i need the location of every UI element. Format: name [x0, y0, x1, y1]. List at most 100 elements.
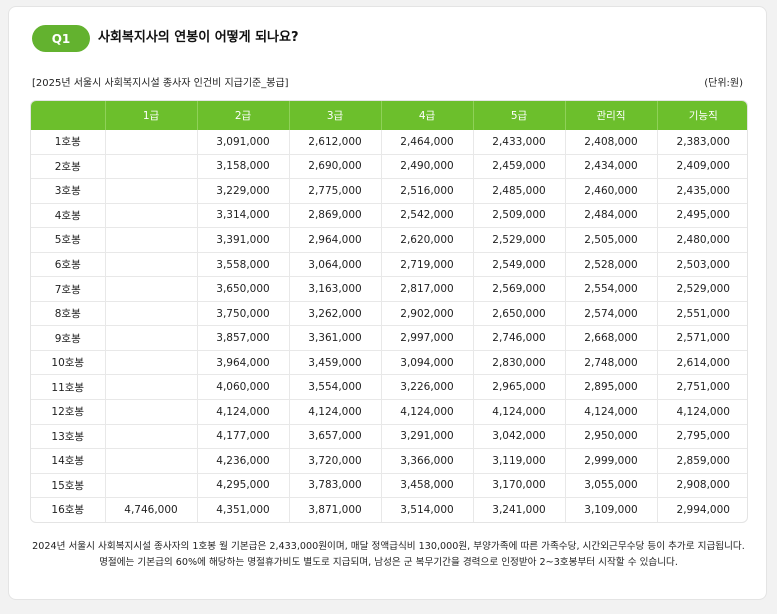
step-label: 11호봉 [31, 374, 105, 400]
table-body: 1호봉 3,091,000 2,612,000 2,464,000 2,433,000 2… [31, 130, 747, 522]
salary-cell: 3,750,000 [196, 300, 289, 326]
salary-cell: 3,291,000 [380, 423, 473, 449]
salary-cell: 3,094,000 [380, 349, 473, 375]
table-row: 2호봉 3,158,000 2,690,000 2,490,000 2,459,000 2… [31, 153, 747, 179]
salary-cell: 2,612,000 [288, 130, 381, 155]
step-label: 16호봉 [31, 497, 105, 522]
salary-cell [104, 130, 197, 155]
explanation-note: 2024년 서울시 사회복지시설 종사자의 1호봉 월 기본급은 2,433,0… [32, 541, 745, 568]
salary-cell: 3,361,000 [288, 325, 381, 351]
salary-cell: 2,830,000 [472, 349, 565, 375]
salary-cell: 3,871,000 [288, 497, 381, 522]
unit-label: (단위:원) [704, 78, 743, 89]
header-corner [31, 101, 105, 130]
salary-cell: 2,817,000 [380, 276, 473, 302]
salary-cell: 2,464,000 [380, 130, 473, 155]
salary-cell [104, 448, 197, 474]
salary-cell: 3,783,000 [288, 472, 381, 498]
salary-cell: 2,480,000 [656, 227, 747, 253]
step-label: 3호봉 [31, 178, 105, 204]
salary-cell: 3,229,000 [196, 178, 289, 204]
question-title: 사회복지사의 연봉이 어떻게 되나요? [98, 30, 299, 45]
table-row: 1호봉 3,091,000 2,612,000 2,464,000 2,433,000 2… [31, 130, 747, 155]
salary-cell: 3,119,000 [472, 448, 565, 474]
step-label: 2호봉 [31, 153, 105, 179]
salary-cell [104, 300, 197, 326]
salary-cell: 3,226,000 [380, 374, 473, 400]
salary-cell [104, 276, 197, 302]
salary-cell [104, 399, 197, 425]
table-row: 7호봉 3,650,000 3,163,000 2,817,000 2,569,000 2… [31, 276, 747, 302]
salary-cell: 2,965,000 [472, 374, 565, 400]
table-header-row: 1급 2급 3급 4급 5급 관리직 기능직 [31, 101, 747, 130]
table-row: 6호봉 3,558,000 3,064,000 2,719,000 2,549,000 2… [31, 251, 747, 277]
step-label: 4호봉 [31, 202, 105, 228]
table-row: 15호봉 4,295,000 3,783,000 3,458,000 3,170,000… [31, 472, 747, 498]
salary-cell: 4,124,000 [472, 399, 565, 425]
table-row: 14호봉 4,236,000 3,720,000 3,366,000 3,119,000… [31, 448, 747, 474]
salary-cell: 2,950,000 [564, 423, 657, 449]
salary-cell: 2,668,000 [564, 325, 657, 351]
salary-cell: 2,908,000 [656, 472, 747, 498]
step-label: 10호봉 [31, 349, 105, 375]
salary-cell: 3,514,000 [380, 497, 473, 522]
salary-cell: 2,748,000 [564, 349, 657, 375]
salary-cell: 2,529,000 [472, 227, 565, 253]
table-row: 10호봉 3,964,000 3,459,000 3,094,000 2,830,000… [31, 349, 747, 375]
salary-cell: 2,569,000 [472, 276, 565, 302]
table-row: 13호봉 4,177,000 3,657,000 3,291,000 3,042,000… [31, 423, 747, 449]
salary-cell: 4,236,000 [196, 448, 289, 474]
salary-cell: 3,558,000 [196, 251, 289, 277]
table-row: 5호봉 3,391,000 2,964,000 2,620,000 2,529,000 2… [31, 227, 747, 253]
salary-cell: 2,383,000 [656, 130, 747, 155]
table-row: 11호봉 4,060,000 3,554,000 3,226,000 2,965,000… [31, 374, 747, 400]
column-header: 기능직 [656, 101, 747, 130]
step-label: 15호봉 [31, 472, 105, 498]
salary-cell: 2,650,000 [472, 300, 565, 326]
salary-cell: 3,964,000 [196, 349, 289, 375]
salary-cell: 3,391,000 [196, 227, 289, 253]
salary-cell: 2,495,000 [656, 202, 747, 228]
column-header: 관리직 [564, 101, 657, 130]
salary-cell: 2,516,000 [380, 178, 473, 204]
column-header: 2급 [196, 101, 289, 130]
salary-cell: 3,170,000 [472, 472, 565, 498]
salary-cell [104, 227, 197, 253]
salary-cell: 2,433,000 [472, 130, 565, 155]
salary-cell: 2,503,000 [656, 251, 747, 277]
salary-cell: 3,720,000 [288, 448, 381, 474]
table-row: 4호봉 3,314,000 2,869,000 2,542,000 2,509,000 2… [31, 202, 747, 228]
salary-cell: 4,177,000 [196, 423, 289, 449]
salary-cell: 4,124,000 [196, 399, 289, 425]
salary-cell: 2,408,000 [564, 130, 657, 155]
salary-cell [104, 423, 197, 449]
salary-cell: 2,795,000 [656, 423, 747, 449]
salary-cell: 2,460,000 [564, 178, 657, 204]
salary-cell: 2,529,000 [656, 276, 747, 302]
salary-cell: 4,124,000 [288, 399, 381, 425]
step-label: 12호봉 [31, 399, 105, 425]
salary-cell: 4,124,000 [380, 399, 473, 425]
table-row: 9호봉 3,857,000 3,361,000 2,997,000 2,746,000 2… [31, 325, 747, 351]
table-row: 3호봉 3,229,000 2,775,000 2,516,000 2,485,000 2… [31, 178, 747, 204]
salary-cell: 2,895,000 [564, 374, 657, 400]
salary-cell: 2,571,000 [656, 325, 747, 351]
salary-cell: 2,484,000 [564, 202, 657, 228]
step-label: 14호봉 [31, 448, 105, 474]
step-label: 7호봉 [31, 276, 105, 302]
salary-cell: 3,459,000 [288, 349, 381, 375]
salary-cell: 2,751,000 [656, 374, 747, 400]
salary-cell: 2,459,000 [472, 153, 565, 179]
table-row: 16호봉 4,746,000 4,351,000 3,871,000 3,514,000… [31, 497, 747, 522]
salary-cell: 3,064,000 [288, 251, 381, 277]
salary-cell: 2,746,000 [472, 325, 565, 351]
salary-cell [104, 374, 197, 400]
salary-cell: 2,505,000 [564, 227, 657, 253]
table-row: 12호봉 4,124,000 4,124,000 4,124,000 4,124,000… [31, 399, 747, 425]
salary-cell: 2,542,000 [380, 202, 473, 228]
salary-cell: 4,351,000 [196, 497, 289, 522]
salary-cell: 2,859,000 [656, 448, 747, 474]
salary-cell: 2,775,000 [288, 178, 381, 204]
salary-cell: 3,458,000 [380, 472, 473, 498]
question-badge: Q1 [32, 25, 90, 52]
